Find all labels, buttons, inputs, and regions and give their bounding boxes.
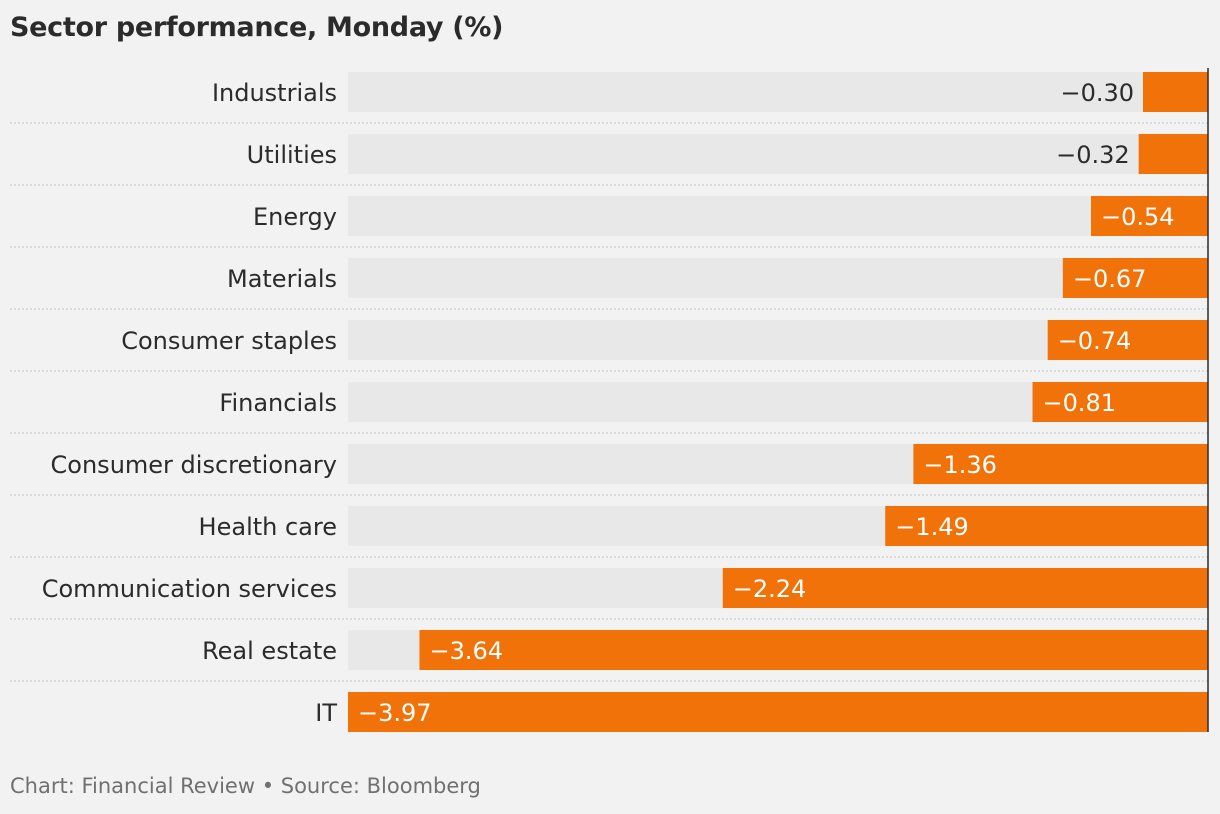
bar-financials [1032, 382, 1208, 422]
bar-it [348, 692, 1208, 732]
value-label-real-estate: −3.64 [429, 637, 503, 665]
category-label-communication-services: Communication services [42, 575, 337, 603]
bar-track-industrials [348, 72, 1208, 112]
bar-real-estate [419, 630, 1208, 670]
category-label-consumer-staples: Consumer staples [121, 327, 337, 355]
value-label-utilities: −0.32 [1056, 141, 1130, 169]
bar-consumer-staples [1047, 320, 1208, 360]
value-label-consumer-staples: −0.74 [1058, 327, 1132, 355]
value-label-industrials: −0.30 [1060, 79, 1134, 107]
category-label-industrials: Industrials [212, 79, 337, 107]
value-label-it: −3.97 [358, 699, 432, 727]
category-label-health-care: Health care [199, 513, 337, 541]
bar-communication-services [722, 568, 1208, 608]
category-labels: Industrials Utilities Energy Materials Consu… [42, 79, 338, 727]
category-label-utilities: Utilities [247, 141, 337, 169]
chart-source-credit: Chart: Financial Review • Source: Bloomb… [10, 774, 481, 798]
category-label-consumer-discretionary: Consumer discretionary [51, 451, 337, 479]
category-label-it: IT [315, 699, 337, 727]
bar-consumer-discretionary [913, 444, 1208, 484]
value-label-communication-services: −2.24 [733, 575, 807, 603]
value-label-consumer-discretionary: −1.36 [923, 451, 997, 479]
bar-health-care [885, 506, 1208, 546]
bar-energy [1091, 196, 1208, 236]
bar-industrials [1143, 72, 1208, 112]
bar-track-utilities [348, 134, 1208, 174]
category-label-real-estate: Real estate [202, 637, 337, 665]
chart-title: Sector performance, Monday (%) [10, 12, 504, 43]
category-label-materials: Materials [227, 265, 337, 293]
bar-chart: Industrials Utilities Energy Materials Consu… [10, 68, 1209, 732]
bars [348, 72, 1208, 732]
value-label-financials: −0.81 [1043, 389, 1117, 417]
category-label-energy: Energy [253, 203, 337, 231]
value-label-energy: −0.54 [1101, 203, 1175, 231]
bar-materials [1062, 258, 1208, 298]
bar-track-energy [348, 196, 1208, 236]
value-labels: −0.30 −0.32 −0.54 −0.67 −0.74 −0.81 −1.36 −1.49… [358, 79, 1175, 727]
category-label-financials: Financials [219, 389, 337, 417]
value-label-materials: −0.67 [1073, 265, 1147, 293]
bar-utilities [1138, 134, 1208, 174]
value-label-health-care: −1.49 [895, 513, 969, 541]
